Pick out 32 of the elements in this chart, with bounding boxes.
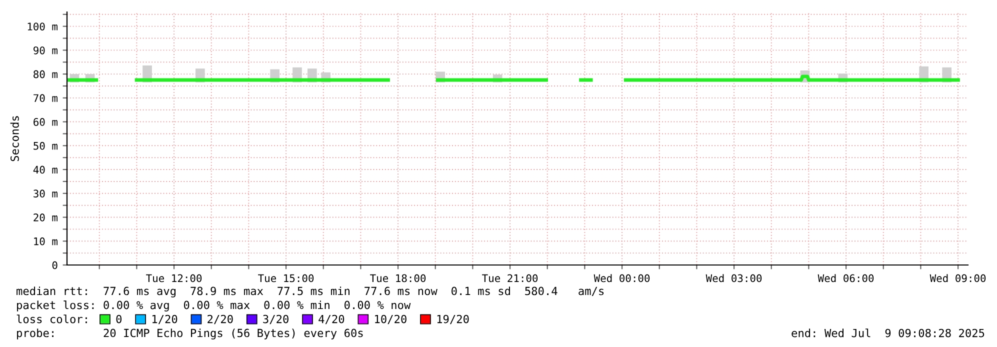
legend-label: 0 xyxy=(116,314,122,324)
legend-label: 4/20 xyxy=(318,314,344,324)
x-tick-label: Wed 03:00 xyxy=(706,274,762,282)
x-tick-label: Wed 00:00 xyxy=(594,274,650,282)
text: end: Wed Jul 9 09:08:28 2025 xyxy=(792,328,984,338)
y-tick-label: 40 m xyxy=(33,166,58,174)
x-tick-label: Tue 12:00 xyxy=(146,274,202,282)
legend-label: 10/20 xyxy=(375,314,406,324)
y-tick-label: 60 m xyxy=(34,118,58,126)
x-tick-label: Tue 18:00 xyxy=(370,274,426,282)
y-tick-label: 50 m xyxy=(34,142,58,150)
y-axis-title: Seconds xyxy=(10,116,19,162)
legend-label: 2/20 xyxy=(208,314,233,324)
legend-label: 3/20 xyxy=(263,314,288,324)
legend-label: 1/20 xyxy=(152,314,178,324)
text: packet loss: 0.00 % avg 0.00 % max 0.00 % min 0.00 % now xyxy=(17,300,411,312)
y-tick-label: 0 xyxy=(52,261,58,270)
x-tick-label: Tue 15:00 xyxy=(258,274,314,282)
x-tick-label: Wed 09:00 xyxy=(930,274,986,282)
text: probe: 20 ICMP Echo Pings (56 Bytes) every 60s xyxy=(17,328,363,340)
y-tick-label: 10 m xyxy=(34,237,58,246)
y-tick-label: 90 m xyxy=(34,46,58,54)
y-tick-label: 70 m xyxy=(34,94,58,102)
x-tick-label: Tue 21:00 xyxy=(482,274,538,282)
text: median rtt: 77.6 ms avg 78.9 ms max 77.5 ms min 77.6 ms now 0.1 ms sd 580.4 am/s xyxy=(16,286,604,298)
y-tick-label: 100 m xyxy=(28,22,58,30)
y-tick-label: 80 m xyxy=(34,70,58,78)
legend-label: 19/20 xyxy=(437,314,469,324)
y-tick-label: 20 m xyxy=(34,214,58,222)
x-tick-label: Wed 06:00 xyxy=(818,274,874,282)
y-tick-label: 30 m xyxy=(34,190,58,198)
legend-title: loss color: xyxy=(16,314,87,324)
